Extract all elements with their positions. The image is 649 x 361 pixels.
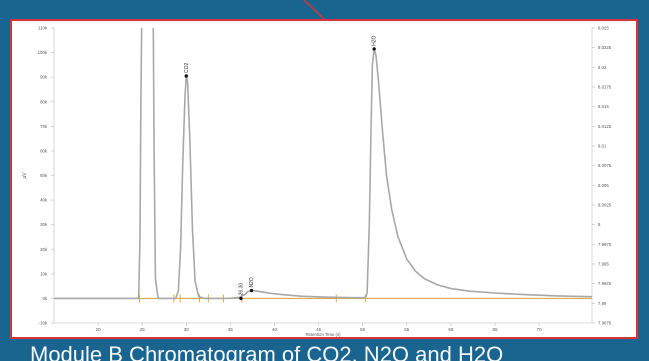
- y-tick-label: 30k: [40, 222, 48, 227]
- y-tick-label: 80k: [40, 99, 48, 104]
- y2-tick-label: 7.99: [598, 301, 607, 306]
- y2-tick-label: 7.9875: [598, 321, 612, 326]
- y-tick-label: 70k: [40, 124, 48, 129]
- y2-tick-label: 8.015: [598, 104, 609, 109]
- x-tick-label: 35: [228, 327, 234, 332]
- y-tick-label: 10k: [40, 271, 48, 276]
- x-tick-label: 30: [184, 327, 190, 332]
- chromatogram-chart: -10k 0k 10k 20k 30k 40k 50k 60k 70k 80k 90k 100k 110…: [22, 26, 612, 338]
- peak-marker: [372, 47, 376, 51]
- x-axis-label: Retention Time (s): [305, 332, 341, 337]
- x-tick-label: 45: [316, 327, 322, 332]
- y-tick-label: 0k: [42, 296, 47, 301]
- x-tick-label: 65: [492, 327, 498, 332]
- y2-tick-label: 8.0075: [598, 163, 612, 168]
- peak-label: H2O: [372, 36, 378, 46]
- y2-tick-label: 8.005: [598, 183, 609, 188]
- y2-tick-label: 8.0125: [598, 124, 612, 129]
- y2-tick-label: 7.9925: [598, 281, 612, 286]
- y2-tick-label: 8.025: [598, 26, 609, 31]
- x-tick-label: 20: [96, 327, 102, 332]
- y2-tick-label: 8.0175: [598, 85, 612, 90]
- chromatogram-trace: [54, 28, 592, 300]
- y-tick-label: 60k: [40, 148, 48, 153]
- y2-tick-label: 8: [598, 222, 601, 227]
- y2-tick-label: 7.995: [598, 262, 609, 267]
- y-axis-label: µV: [22, 172, 28, 179]
- x-tick-label: 25: [140, 327, 146, 332]
- x-tick-label: 55: [404, 327, 410, 332]
- y2-tick-label: 7.9975: [598, 242, 612, 247]
- y2-tick-label: 8.02: [598, 65, 607, 70]
- y2-tick-label: 8.0225: [598, 45, 612, 50]
- peak-marker: [184, 74, 188, 78]
- x-tick-label: 50: [360, 327, 366, 332]
- peak-label: N2O: [249, 277, 255, 287]
- peak-marker: [249, 288, 254, 293]
- y-tick-label: 40k: [40, 198, 48, 203]
- chart-frame: -10k 0k 10k 20k 30k 40k 50k 60k 70k 80k 90k 100k 110…: [10, 19, 638, 339]
- y2-tick-label: 8.0025: [598, 203, 612, 208]
- x-tick-label: 60: [448, 327, 454, 332]
- y-tick-label: 100k: [38, 50, 48, 55]
- y-tick-label: 50k: [40, 173, 48, 178]
- peak-label: 26.30: [239, 283, 245, 296]
- frame-accent-line: [303, 0, 325, 20]
- peak-marker: [239, 296, 243, 301]
- y-tick-label: 20k: [40, 247, 48, 252]
- y2-tick-label: 8.01: [598, 144, 607, 149]
- slide-caption: Module B Chromatogram of CO2, N2O and H2…: [30, 342, 504, 361]
- x-tick-label: 70: [537, 327, 543, 332]
- x-tick-label: 40: [272, 327, 278, 332]
- y-tick-label: 90k: [40, 75, 48, 80]
- peak-label: CO2: [184, 62, 190, 73]
- y-tick-label: 110k: [38, 26, 48, 31]
- y-tick-label: -10k: [39, 321, 48, 326]
